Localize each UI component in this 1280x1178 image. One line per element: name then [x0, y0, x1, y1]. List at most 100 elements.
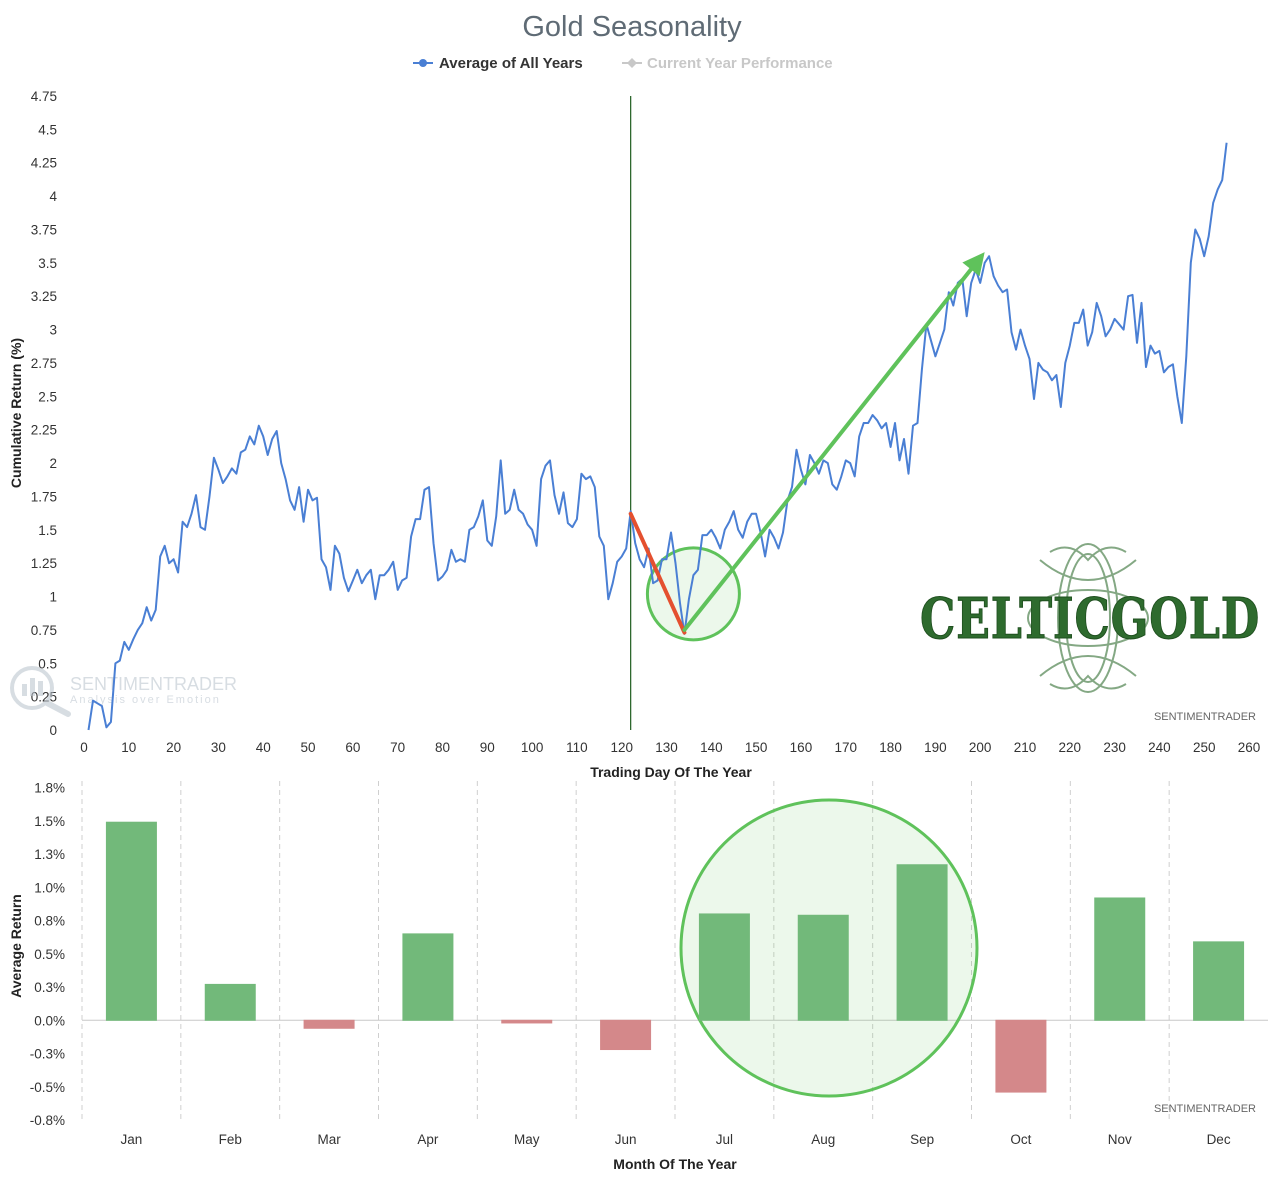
line-x-tick-label: 20	[166, 740, 181, 755]
line-y-tick-label: 3.75	[31, 222, 57, 237]
bar-x-tick-label: Jun	[615, 1132, 637, 1147]
bar-y-tick-label: 0.5%	[34, 947, 65, 962]
line-x-axis-title: Trading Day Of The Year	[590, 764, 752, 780]
legend-label-current-year: Current Year Performance	[647, 55, 833, 72]
line-y-tick-label: 1.5	[38, 523, 57, 538]
bar-x-tick-label: Nov	[1108, 1132, 1132, 1147]
bar-y-tick-label: 0.0%	[34, 1013, 65, 1028]
bar-nov	[1094, 897, 1146, 1021]
line-x-tick-label: 190	[924, 740, 947, 755]
line-x-tick-label: 210	[1014, 740, 1037, 755]
line-y-tick-label: 1	[49, 590, 57, 605]
bar-y-tick-label: -0.5%	[30, 1080, 65, 1095]
top-chart-credit: SENTIMENTRADER	[1154, 711, 1256, 723]
legend-item-average[interactable]: Average of All Years	[413, 55, 583, 72]
bar-x-tick-label: Aug	[811, 1132, 835, 1147]
chart-title: Gold Seasonality	[522, 11, 742, 43]
legend-label-average: Average of All Years	[439, 55, 583, 72]
bar-x-tick-label: Feb	[219, 1132, 242, 1147]
up-arrow-head	[962, 252, 985, 277]
line-x-tick-label: 130	[655, 740, 678, 755]
line-x-tick-label: 120	[610, 740, 633, 755]
line-y-tick-label: 4.75	[31, 89, 57, 104]
sentimentrader-logo-text: SENTIMENTRADER	[70, 674, 237, 694]
bar-x-tick-label: Jan	[121, 1132, 143, 1147]
line-x-tick-label: 100	[521, 740, 544, 755]
bar-dec	[1193, 941, 1245, 1021]
bar-x-tick-label: Dec	[1207, 1132, 1231, 1147]
line-y-tick-label: 2.5	[38, 389, 57, 404]
line-y-tick-label: 3.25	[31, 289, 57, 304]
line-chart: 00.250.50.7511.251.51.7522.252.52.7533.2…	[8, 89, 1260, 780]
line-x-tick-label: 140	[700, 740, 723, 755]
legend[interactable]: Average of All Years Current Year Perfor…	[413, 55, 833, 72]
bar-y-tick-label: 0.8%	[34, 914, 65, 929]
bar-aug	[797, 914, 849, 1021]
up-arrow-shaft	[682, 267, 973, 632]
line-x-tick-label: 150	[745, 740, 768, 755]
line-y-tick-label: 0	[49, 723, 57, 738]
bar-x-tick-label: Jul	[716, 1132, 733, 1147]
bar-y-tick-label: 1.5%	[34, 814, 65, 829]
line-y-tick-label: 1.75	[31, 489, 57, 504]
line-x-tick-label: 260	[1238, 740, 1261, 755]
line-x-tick-label: 10	[121, 740, 136, 755]
line-y-axis-ticks: 00.250.50.7511.251.51.7522.252.52.7533.2…	[31, 89, 58, 738]
line-y-tick-label: 0.75	[31, 623, 57, 638]
line-y-axis-title: Cumulative Return (%)	[8, 338, 24, 488]
bar-y-tick-label: 1.0%	[34, 880, 65, 895]
bar-oct	[995, 1019, 1047, 1093]
highlight-circle	[645, 546, 741, 642]
bar-chart: 1.8% 1.5% 1.3% 1.0% 0.8% 0.5% 0.3% 0.0% -0.3% -0.…	[8, 781, 1268, 1172]
bar-feb	[204, 983, 256, 1021]
sentimentrader-watermark: SENTIMENTRADER Analysis over Emotion	[10, 666, 237, 717]
legend-marker-average	[419, 59, 427, 67]
line-x-tick-label: 30	[211, 740, 226, 755]
series-line-average	[87, 142, 1228, 731]
bar-x-tick-label: May	[514, 1132, 540, 1147]
line-y-tick-label: 3.5	[38, 256, 57, 271]
line-x-tick-label: 250	[1193, 740, 1216, 755]
line-x-tick-label: 160	[790, 740, 813, 755]
line-x-tick-label: 0	[80, 740, 88, 755]
bar-y-tick-label: 0.3%	[34, 980, 65, 995]
bar-gridlines	[81, 781, 1268, 1122]
up-arrow	[682, 252, 985, 632]
bar-apr	[402, 933, 454, 1021]
bar-y-axis-ticks: 1.8% 1.5% 1.3% 1.0% 0.8% 0.5% 0.3% 0.0% -0.3% -0.…	[30, 781, 65, 1128]
line-x-tick-label: 220	[1059, 740, 1082, 755]
legend-item-current-year[interactable]: Current Year Performance	[622, 55, 833, 72]
bar-x-tick-label: Apr	[417, 1132, 439, 1147]
line-y-tick-label: 0.5	[38, 656, 57, 671]
line-y-tick-label: 4.25	[31, 156, 57, 171]
line-y-tick-label: 2	[49, 456, 57, 471]
bar-x-tick-label: Sep	[910, 1132, 934, 1147]
celticgold-logo: CELTICGOLD	[920, 543, 1260, 693]
line-x-tick-label: 170	[834, 740, 857, 755]
sentimentrader-tagline: Analysis over Emotion	[70, 694, 221, 706]
legend-marker-current-year	[627, 58, 637, 68]
line-x-axis-ticks: 0 10 20 30 40 50 60 70 80 90 100 110 120 130 140 150 160…	[80, 740, 1260, 755]
bar-may	[501, 1019, 553, 1024]
bar-y-tick-label: 1.8%	[34, 781, 65, 796]
bar-y-tick-label: -0.3%	[30, 1047, 65, 1062]
line-y-tick-label: 4	[49, 189, 57, 204]
line-x-tick-label: 110	[566, 740, 588, 755]
line-x-tick-label: 230	[1103, 740, 1126, 755]
bar-x-axis-title: Month Of The Year	[613, 1156, 737, 1172]
down-arrow	[628, 511, 687, 635]
line-x-tick-label: 80	[435, 740, 450, 755]
line-x-tick-label: 180	[879, 740, 902, 755]
celtic-knot-icon	[1027, 543, 1149, 693]
bar-x-tick-label: Oct	[1010, 1132, 1031, 1147]
bar-jan	[105, 821, 157, 1021]
line-y-tick-label: 3	[49, 323, 57, 338]
line-x-tick-label: 50	[301, 740, 316, 755]
line-x-tick-label: 40	[256, 740, 271, 755]
line-x-tick-label: 240	[1148, 740, 1171, 755]
bar-jul	[698, 913, 750, 1021]
line-x-tick-label: 70	[390, 740, 405, 755]
bar-mar	[303, 1019, 355, 1029]
bars	[105, 821, 1245, 1093]
